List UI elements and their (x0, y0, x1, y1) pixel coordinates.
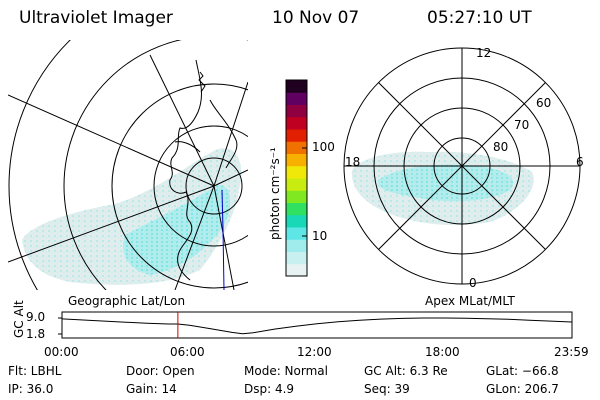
x-tick-label: 23:59 (554, 345, 589, 359)
colorbar-label: photon cm⁻²s⁻¹ (268, 147, 282, 240)
mlt-label-6: 6 (576, 155, 584, 169)
glon-info: GLon: 206.7 (486, 382, 559, 396)
geographic-map (8, 40, 248, 290)
colorbar-segment (286, 92, 307, 105)
x-tick-label: 18:00 (425, 345, 460, 359)
colorbar-tick-100: 100 (312, 140, 335, 154)
map-grid-lines (8, 40, 248, 290)
colorbar-segment (286, 129, 307, 142)
altitude-axis-label: GC Alt (12, 300, 26, 338)
ip-info: IP: 36.0 (8, 382, 54, 396)
polar-map (343, 47, 581, 285)
satellite-track (221, 189, 225, 290)
mlat-label-60: 60 (536, 96, 552, 110)
instrument-title: Ultraviolet Imager (19, 8, 173, 28)
y-tick-label: 1.8 (26, 327, 46, 341)
mlat-label-80: 80 (493, 140, 509, 154)
colorbar-segment (286, 165, 307, 179)
colorbar-segment (286, 116, 307, 130)
mlt-label-0: 0 (469, 276, 477, 290)
colorbar-segment (286, 239, 307, 252)
door-info: Door: Open (126, 364, 195, 378)
x-tick-label: 06:00 (170, 345, 205, 359)
left-map-caption: Geographic Lat/Lon (68, 294, 186, 308)
x-tick-label: 00:00 (44, 345, 79, 359)
observation-time: 05:27:10 UT (427, 8, 532, 28)
right-map-caption: Apex MLat/MLT (425, 294, 515, 308)
colorbar (286, 80, 307, 277)
y-tick-label: 9.0 (26, 310, 46, 324)
coastline (169, 59, 238, 281)
seq-info: Seq: 39 (364, 382, 410, 396)
mlt-label-12: 12 (476, 46, 492, 60)
dsp-info: Dsp: 4.9 (244, 382, 295, 396)
mlat-label-70: 70 (514, 118, 530, 132)
altitude-plot (58, 311, 573, 339)
colorbar-segment (286, 104, 307, 118)
observation-date: 10 Nov 07 (272, 8, 360, 28)
colorbar-segment (286, 263, 307, 277)
colorbar-segment (286, 251, 307, 265)
colorbar-segment (286, 80, 307, 93)
colorbar-segment (286, 214, 307, 228)
altitude-series-line (61, 317, 572, 335)
colorbar-segment (286, 227, 307, 240)
colorbar-segment (286, 202, 307, 216)
mode-info: Mode: Normal (244, 364, 328, 378)
colorbar-segment (286, 141, 307, 154)
colorbar-segment (286, 178, 307, 191)
gain-info: Gain: 14 (126, 382, 177, 396)
colorbar-segment (286, 153, 307, 167)
glat-info: GLat: −66.8 (486, 364, 559, 378)
colorbar-tick-10: 10 (312, 229, 328, 243)
filter-info: Flt: LBHL (8, 364, 62, 378)
x-tick-label: 12:00 (297, 345, 332, 359)
colorbar-segment (286, 190, 307, 203)
left-aurora-core (122, 185, 231, 275)
gcalt-info: GC Alt: 6.3 Re (364, 364, 448, 378)
mlt-label-18: 18 (345, 155, 361, 169)
